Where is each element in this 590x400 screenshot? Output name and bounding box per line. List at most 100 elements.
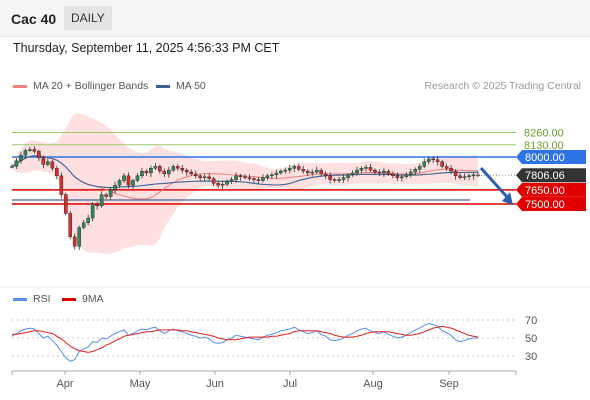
bollinger-fill [12,113,478,254]
candle-body [243,176,247,178]
rsi-tick-30: 30 [525,351,537,363]
candle-body [279,170,283,174]
candle-body [346,174,350,178]
candle-body [14,160,19,167]
candle-body [72,236,77,247]
candle-body [144,170,149,174]
candle-body [373,169,377,173]
x-label-Apr: Apr [56,378,73,390]
candle-body [113,184,117,191]
candle-body [292,166,297,169]
candle-body [220,184,225,186]
candle-body [10,166,14,168]
candle-body [435,159,440,162]
candle-body [59,175,64,195]
timestamp: Thursday, September 11, 2025 4:56:33 PM … [13,41,280,55]
legend-ma20: MA 20 + Bollinger Bands [13,80,148,92]
candle-body [382,170,386,174]
candle-body [426,158,431,162]
candle-body [37,151,41,159]
candle-body [198,175,202,178]
candle-body [149,168,153,174]
x-label-Aug: Aug [363,378,383,390]
candle-body [193,173,198,176]
candle-body [256,179,261,181]
candle-body [46,161,50,165]
candle-body [229,179,234,182]
ma20-swatch [13,84,27,88]
candle-body [122,175,126,181]
level-label-8260.00: 8260.00 [524,128,564,140]
bollinger-band [12,113,478,254]
candles [10,146,480,251]
legend-rsi: RSI [13,293,51,305]
candle-body [202,176,207,178]
candle-body [283,169,288,172]
candle-body [131,180,135,186]
candle-body [180,168,185,171]
x-label-May: May [130,378,151,390]
candle-body [471,174,476,177]
candle-body [247,177,252,179]
candle-body [28,149,32,151]
timeframe-badge[interactable]: DAILY [64,6,112,30]
level-tag-7650.00 [516,182,586,197]
candle-body [467,175,471,178]
candle-body [211,178,216,184]
candle-body [386,170,391,175]
candle-body [140,170,144,177]
candle-body [55,168,59,176]
candle-body [288,168,292,171]
candle-body [189,171,194,175]
candle-body [314,169,319,173]
candle-body [158,166,162,172]
ma9-swatch [62,297,76,301]
candle-body [234,175,238,180]
candle-body [108,189,113,197]
candle-body [90,203,95,219]
candle-body [368,167,373,171]
level-label-7500.00: 7500.00 [525,199,565,211]
candle-body [207,176,211,179]
x-label-Jul: Jul [283,378,297,390]
candle-body [431,158,435,161]
candle-body [270,174,274,177]
rsi-swatch [13,297,27,301]
chart-header: Cac 40 DAILY [0,0,590,37]
level-label-7650.00: 7650.00 [525,185,565,197]
candle-body [50,161,55,169]
candle-body [216,183,220,186]
candle-body [19,154,23,161]
level-label-8000.00: 8000.00 [525,152,565,164]
ma50-swatch [156,84,170,88]
rsi-label: RSI [33,293,51,305]
level-tag-7500.00 [516,197,586,211]
candle-body [238,175,243,178]
level-tag-8000.00 [516,150,586,164]
candle-body [274,172,279,176]
candle-body [458,175,462,178]
candle-body [310,171,315,174]
candle-body [126,175,131,186]
rsi-tick-70: 70 [525,315,537,327]
candle-body [453,170,458,177]
candle-body [261,177,265,181]
candle-body [395,175,400,178]
rsi-ma-line [12,325,479,353]
candle-body [162,170,167,175]
candle-body [117,180,122,186]
candle-body [391,173,395,176]
candle-body [413,169,418,173]
candle-body [104,194,108,197]
candle-body [359,168,364,171]
candle-body [319,169,323,175]
candle-body [68,213,73,238]
candle-body [422,161,427,167]
candle-body [225,181,229,185]
candle-body [296,166,301,170]
candle-body [86,217,90,224]
candle-body [355,169,359,174]
candle-body [408,171,413,176]
legend-9ma: 9MA [62,293,104,305]
